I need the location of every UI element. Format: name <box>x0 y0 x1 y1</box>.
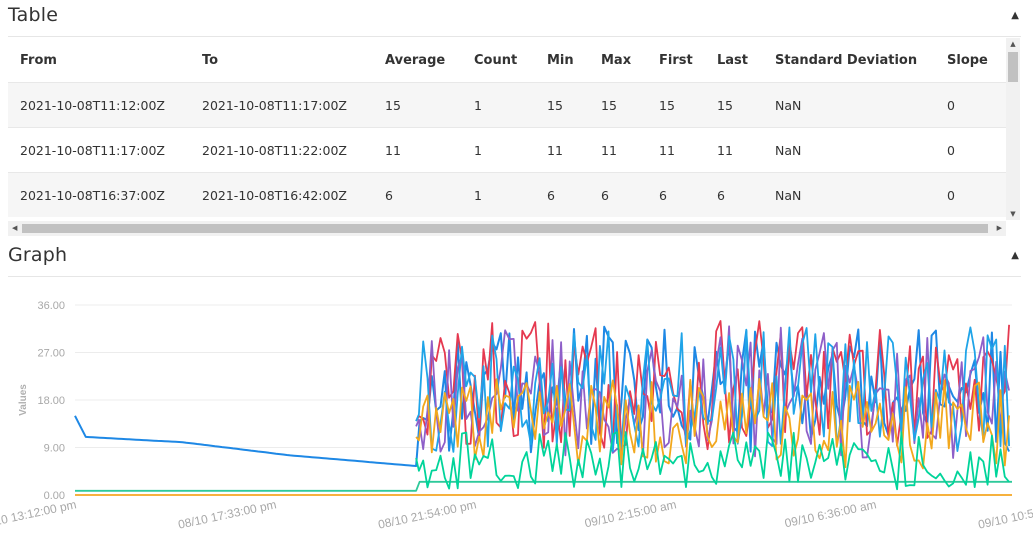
col-header-from[interactable]: From <box>20 52 57 68</box>
cell-first: 15 <box>647 82 705 128</box>
cell-std-dev: NaN <box>763 172 935 217</box>
scroll-up-icon[interactable]: ▲ <box>1010 40 1016 48</box>
table-row: 2021-10-08T11:12:00Z 2021-10-08T11:17:00… <box>8 82 1006 128</box>
x-tick-label: 08/10 13:12:00 pm <box>0 497 78 532</box>
line-chart: 36.00 27.00 18.00 9.00 0.00 Values 08/10 13:… <box>0 300 1033 532</box>
y-tick-label: 36.00 <box>37 300 65 312</box>
cell-slope: 0 <box>935 82 1006 128</box>
cell-count: 1 <box>462 172 535 217</box>
cell-to: 2021-10-08T11:17:00Z <box>190 82 373 128</box>
cell-average: 15 <box>373 82 462 128</box>
y-axis-ticks: 36.00 27.00 18.00 9.00 0.00 <box>37 300 65 502</box>
scroll-right-icon[interactable]: ▶ <box>996 224 1002 232</box>
graph-panel-title: Graph <box>8 244 68 266</box>
col-header-slope[interactable]: Slope <box>947 52 988 68</box>
cell-first: 6 <box>647 172 705 217</box>
x-tick-label: 09/10 6:36:00 am <box>783 497 877 530</box>
cell-last: 6 <box>705 172 763 217</box>
cell-last: 15 <box>705 82 763 128</box>
table-row: 2021-10-08T16:37:00Z 2021-10-08T16:42:00… <box>8 172 1006 217</box>
table-panel-title: Table <box>8 4 59 26</box>
cell-max: 11 <box>589 127 647 173</box>
table-vertical-scrollbar[interactable]: ▲ ▼ <box>1006 38 1020 220</box>
horizontal-scroll-thumb[interactable] <box>22 224 988 233</box>
table-horizontal-scrollbar[interactable]: ◀ ▶ <box>8 221 1006 236</box>
x-axis-ticks: 08/10 13:12:00 pm 08/10 17:33:00 pm 08/10 … <box>0 497 1033 532</box>
col-header-last[interactable]: Last <box>717 52 749 68</box>
scroll-left-icon[interactable]: ◀ <box>12 224 18 232</box>
cell-std-dev: NaN <box>763 82 935 128</box>
col-header-count[interactable]: Count <box>474 52 518 68</box>
scroll-down-icon[interactable]: ▼ <box>1010 210 1016 218</box>
cell-min: 15 <box>535 82 589 128</box>
table-header-row: From To Average Count Min Max First Last… <box>8 38 1006 83</box>
col-header-std-dev[interactable]: Standard Deviation <box>775 52 918 68</box>
cell-max: 6 <box>589 172 647 217</box>
data-table: From To Average Count Min Max First Last… <box>8 38 1006 217</box>
y-tick-label: 0.00 <box>44 490 65 502</box>
series-line <box>415 326 1010 453</box>
cell-to: 2021-10-08T16:42:00Z <box>190 172 373 217</box>
cell-to: 2021-10-08T11:22:00Z <box>190 127 373 173</box>
chart-series-group <box>74 320 1012 496</box>
cell-last: 11 <box>705 127 763 173</box>
y-axis-label: Values <box>18 384 29 416</box>
cell-std-dev: NaN <box>763 127 935 173</box>
cell-first: 11 <box>647 127 705 173</box>
cell-from: 2021-10-08T11:12:00Z <box>8 82 190 128</box>
graph-collapse-icon[interactable]: ▲ <box>1011 250 1019 261</box>
cell-slope: 0 <box>935 172 1006 217</box>
cell-average: 6 <box>373 172 462 217</box>
cell-average: 11 <box>373 127 462 173</box>
x-tick-label: 09/10 2:15:00 am <box>583 497 677 530</box>
cell-min: 6 <box>535 172 589 217</box>
series-line <box>415 431 1010 491</box>
cell-from: 2021-10-08T11:17:00Z <box>8 127 190 173</box>
table-divider <box>8 36 1021 37</box>
col-header-min[interactable]: Min <box>547 52 574 68</box>
graph-divider <box>8 276 1021 277</box>
vertical-scroll-thumb[interactable] <box>1008 52 1018 82</box>
x-tick-label: 08/10 21:54:00 pm <box>377 497 478 532</box>
cell-slope: 0 <box>935 127 1006 173</box>
table-row: 2021-10-08T11:17:00Z 2021-10-08T11:22:00… <box>8 127 1006 173</box>
cell-from: 2021-10-08T16:37:00Z <box>8 172 190 217</box>
cell-count: 1 <box>462 127 535 173</box>
data-table-container: From To Average Count Min Max First Last… <box>8 38 1006 220</box>
col-header-first[interactable]: First <box>659 52 693 68</box>
y-tick-label: 18.00 <box>37 395 65 407</box>
cell-count: 1 <box>462 82 535 128</box>
series-line <box>415 378 1010 470</box>
series-line <box>75 480 1012 492</box>
cell-max: 15 <box>589 82 647 128</box>
cell-min: 11 <box>535 127 589 173</box>
x-tick-label: 09/10 10:57:00 am <box>977 497 1033 532</box>
x-tick-label: 08/10 17:33:00 pm <box>177 497 278 532</box>
y-tick-label: 9.00 <box>44 443 65 455</box>
col-header-to[interactable]: To <box>202 52 219 68</box>
col-header-max[interactable]: Max <box>601 52 632 68</box>
col-header-average[interactable]: Average <box>385 52 446 68</box>
table-collapse-icon[interactable]: ▲ <box>1011 10 1019 21</box>
y-tick-label: 27.00 <box>37 348 65 360</box>
